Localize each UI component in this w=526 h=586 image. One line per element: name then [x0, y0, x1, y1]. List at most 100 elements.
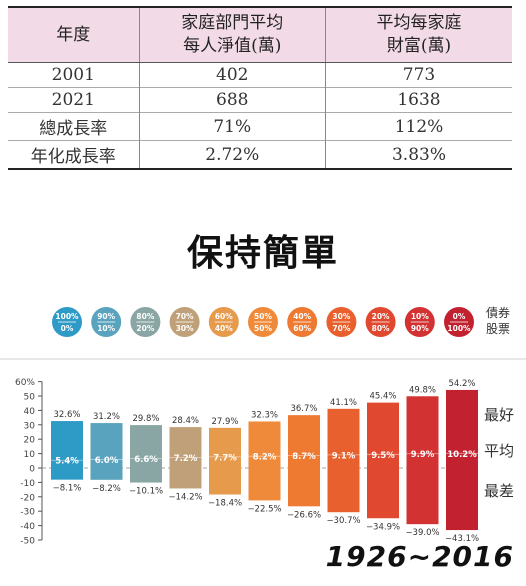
best-return-label: 54.2%	[448, 379, 475, 389]
range-bar	[248, 421, 281, 501]
worst-return-label: −22.5%	[247, 504, 281, 514]
range-bar	[51, 421, 83, 480]
average-return-label: 7.2%	[174, 454, 198, 464]
y-tick-label: 20	[24, 436, 36, 446]
legend-stock-pct: 40%	[215, 324, 233, 333]
table-cell: 71%	[138, 112, 326, 141]
average-return-label: 6.0%	[95, 456, 119, 466]
range-bar	[130, 425, 162, 483]
worst-return-label: −43.1%	[445, 534, 479, 544]
table-cell: 3.83%	[325, 140, 512, 169]
legend-stock-pct: 20%	[136, 324, 154, 333]
table-cell: 1638	[325, 87, 512, 113]
legend-bond-pct: 70%	[176, 312, 194, 321]
legend-stock-pct: 30%	[176, 324, 194, 333]
range-bar	[406, 396, 439, 525]
y-tick-label: -20	[20, 493, 35, 503]
y-tick-label: 30	[24, 421, 36, 431]
best-return-label: 36.7%	[290, 404, 317, 414]
legend-stock-pct: 90%	[411, 324, 429, 333]
table-header-row: 年度 家庭部門平均 每人淨值(萬) 平均每家庭 財富(萬)	[8, 7, 512, 63]
legend-bond-pct: 0%	[453, 312, 466, 321]
worst-return-label: −34.9%	[366, 522, 400, 532]
y-tick-label: -40	[20, 522, 35, 532]
legend-bond-pct: 30%	[332, 312, 350, 321]
range-bar	[367, 402, 399, 519]
worst-return-label: −39.0%	[405, 528, 439, 538]
table-cell: 402	[138, 62, 326, 88]
legend-stock-pct: 70%	[332, 324, 350, 333]
table-row: 年化成長率 2.72% 3.83%	[8, 140, 512, 169]
y-tick-label: -30	[20, 508, 35, 518]
stats-table-container: 年度 家庭部門平均 每人淨值(萬) 平均每家庭 財富(萬) 2001 402 7…	[8, 6, 512, 170]
table-cell: 2021	[8, 87, 140, 113]
worst-return-label: −8.2%	[92, 484, 121, 494]
best-return-label: 29.8%	[132, 414, 159, 424]
worst-side-label: 最差	[484, 482, 514, 500]
average-return-label: 9.9%	[411, 450, 435, 460]
headline-title: 保持簡單	[186, 233, 339, 274]
y-tick-label: -10	[20, 479, 35, 489]
best-return-label: 32.6%	[53, 410, 80, 420]
table-cell: 年化成長率	[8, 140, 140, 169]
range-bar	[446, 389, 478, 531]
legend-bond-pct: 100%	[55, 312, 79, 321]
table-row: 2001 402 773	[8, 62, 512, 88]
worst-return-label: −8.1%	[53, 484, 82, 494]
legend-bond-label: 債券	[486, 305, 510, 320]
best-return-label: 41.1%	[330, 398, 357, 408]
legend-bond-pct: 10%	[411, 312, 429, 321]
legend-bond-pct: 80%	[136, 312, 154, 321]
average-return-label: 8.2%	[253, 453, 277, 463]
table-row: 2021 688 1638	[8, 87, 512, 113]
average-return-label: 6.6%	[134, 455, 158, 465]
y-tick-label: 10	[24, 450, 36, 460]
best-return-label: 27.9%	[211, 417, 238, 427]
average-return-label: 9.1%	[332, 451, 356, 461]
legend-bond-pct: 60%	[215, 312, 233, 321]
range-bar	[288, 415, 320, 507]
range-bar	[209, 427, 241, 495]
average-side-label: 平均	[484, 442, 514, 460]
average-return-label: 5.4%	[55, 457, 79, 467]
legend-stock-pct: 100%	[447, 324, 471, 333]
legend-stock-pct: 0%	[61, 324, 74, 333]
table-cell: 112%	[325, 112, 512, 141]
y-tick-label: 40	[24, 407, 36, 417]
range-bar	[90, 423, 123, 480]
worst-return-label: −10.1%	[129, 487, 163, 497]
legend-stock-pct: 80%	[372, 324, 390, 333]
table-cell: 2001	[8, 62, 140, 88]
range-bar	[327, 408, 360, 513]
legend-bond-pct: 40%	[293, 312, 311, 321]
average-return-label: 10.2%	[447, 450, 477, 460]
table-cell: 2.72%	[138, 140, 326, 169]
stats-table: 年度 家庭部門平均 每人淨值(萬) 平均每家庭 財富(萬) 2001 402 7…	[8, 6, 512, 170]
worst-return-label: −30.7%	[326, 516, 360, 526]
y-tick-label: 0	[29, 465, 35, 475]
table-cell: 總成長率	[8, 112, 140, 141]
worst-return-label: −14.2%	[168, 492, 202, 502]
average-return-label: 9.5%	[371, 451, 395, 461]
year-range-label: 1926~2016	[325, 540, 514, 573]
best-return-label: 49.8%	[409, 385, 436, 395]
legend-bond-pct: 20%	[372, 312, 390, 321]
y-tick-label: 50	[24, 393, 36, 403]
legend-stock-pct: 10%	[97, 324, 115, 333]
table-cell: 688	[138, 87, 326, 113]
best-side-label: 最好	[484, 406, 514, 424]
best-return-label: 45.4%	[369, 392, 396, 402]
best-return-label: 28.4%	[172, 416, 199, 426]
legend-bond-pct: 50%	[254, 312, 272, 321]
best-return-label: 32.3%	[251, 410, 278, 420]
header-year: 年度	[8, 7, 140, 63]
header-net-worth: 家庭部門平均 每人淨值(萬)	[138, 7, 326, 63]
best-return-label: 31.2%	[93, 412, 120, 422]
table-row: 總成長率 71% 112%	[8, 112, 512, 141]
worst-return-label: −18.4%	[208, 498, 242, 508]
average-return-label: 7.7%	[213, 453, 237, 463]
average-return-label: 8.7%	[292, 452, 316, 462]
legend-stock-pct: 60%	[293, 324, 311, 333]
y-tick-label: 60%	[15, 378, 35, 388]
